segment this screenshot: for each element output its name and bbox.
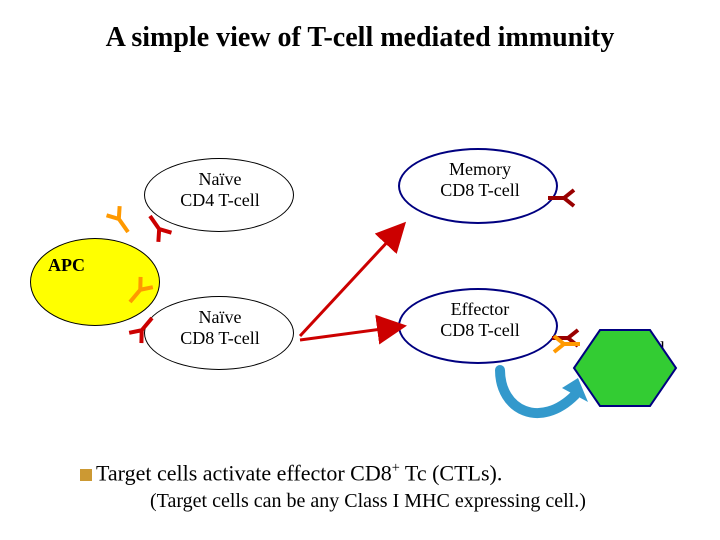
naive-cd8-line1: Naïve: [199, 307, 242, 327]
effector-cd8-label: Effector CD8 T-cell: [420, 299, 540, 340]
memory-cd8-line2: CD8 T-cell: [440, 180, 520, 200]
attack-arrow: [500, 370, 588, 413]
bullet1-b: Tc (CTLs).: [400, 460, 503, 485]
effector-cd8-line2: CD8 T-cell: [440, 320, 520, 340]
bullet-line-2: (Target cells can be any Class I MHC exp…: [150, 490, 586, 513]
bullet1-a: Target cells activate effector CD8: [96, 460, 392, 485]
infected-line2: cell: [622, 359, 648, 379]
bullet-line-1: Target cells activate effector CD8+ Tc (…: [80, 460, 502, 486]
slide-title: A simple view of T-cell mediated immunit…: [0, 22, 720, 54]
arrow-to-effector: [300, 326, 404, 340]
naive-cd8-line2: CD8 T-cell: [180, 328, 260, 348]
memory-cd8-label: Memory CD8 T-cell: [420, 159, 540, 200]
naive-cd4-label: Naïve CD4 T-cell: [165, 169, 275, 210]
effector-cd8-line1: Effector: [451, 299, 510, 319]
arrow-to-memory: [300, 224, 404, 336]
memory-cd8-line1: Memory: [449, 159, 511, 179]
apc-cell: [30, 238, 160, 326]
receptor-infected: [554, 336, 580, 352]
apc-label: APC: [48, 255, 85, 276]
naive-cd4-line2: CD4 T-cell: [180, 190, 260, 210]
receptor-pair-upper-apc: [107, 206, 135, 236]
infected-line1: Infected: [606, 338, 665, 358]
bullet-square-icon: [80, 469, 92, 481]
infected-cell-label: Infected cell: [590, 338, 680, 379]
naive-cd8-label: Naïve CD8 T-cell: [165, 307, 275, 348]
bullet1-sup: +: [392, 460, 400, 476]
naive-cd4-line1: Naïve: [199, 169, 242, 189]
